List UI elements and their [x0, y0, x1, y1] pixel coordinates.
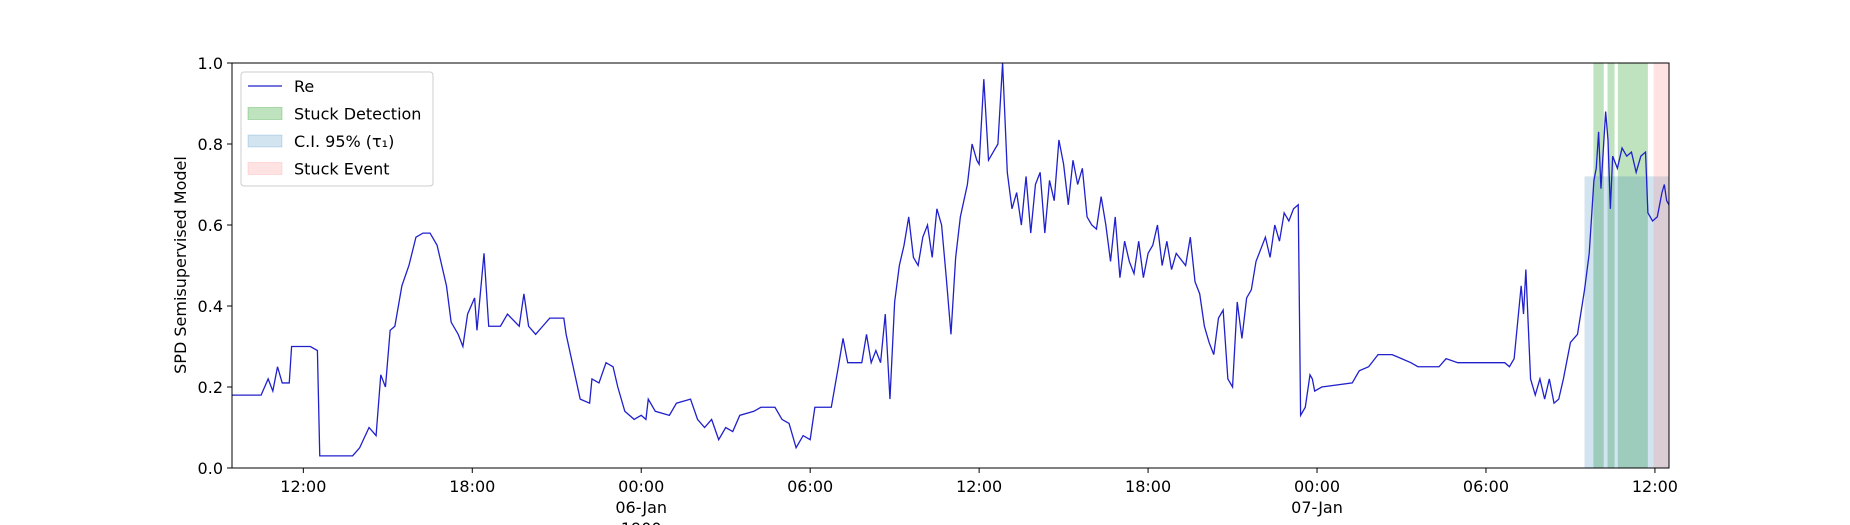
- y-tick-label: 0.0: [198, 459, 223, 478]
- y-tick-label: 0.4: [198, 297, 223, 316]
- span: [1653, 63, 1669, 468]
- x-tick-label: 12:00: [956, 477, 1002, 496]
- legend-patch: [247, 162, 283, 175]
- x-tick-label: 18:00: [1125, 477, 1171, 496]
- span: [1607, 63, 1615, 468]
- x-tick-label: 18:00: [449, 477, 495, 496]
- plot-frame: [231, 62, 1670, 469]
- legend-label: Stuck Detection: [294, 105, 421, 124]
- x-tick-label: 06:00: [1463, 477, 1509, 496]
- line: [232, 62, 1670, 457]
- legend-label: C.I. 95% (τ₁): [294, 132, 394, 151]
- x-tick-label: 12:00: [280, 477, 326, 496]
- x-tick-label: 00:00 07-Jan: [1291, 477, 1343, 517]
- legend-patch: [247, 134, 283, 148]
- span: [1617, 63, 1648, 468]
- span: [1593, 63, 1604, 468]
- y-tick-label: 0.6: [198, 216, 223, 235]
- y-tick-label: 0.8: [198, 135, 223, 154]
- legend: Re Stuck Detection C.I. 95% (τ₁) Stuck Even…: [240, 71, 434, 187]
- y-tick-label: 0.2: [198, 378, 223, 397]
- x-tick-label: 06:00: [787, 477, 833, 496]
- legend-frame: [240, 71, 434, 187]
- legend-label: Stuck Event: [294, 160, 390, 179]
- legend-label: Re: [294, 77, 314, 96]
- span: [1584, 176, 1669, 468]
- y-axis-label: SPD Semisupervised Model: [171, 156, 190, 374]
- legend-patch: [247, 107, 283, 120]
- y-tick-label: 1.0: [198, 54, 223, 73]
- x-tick-label: 12:00: [1632, 477, 1678, 496]
